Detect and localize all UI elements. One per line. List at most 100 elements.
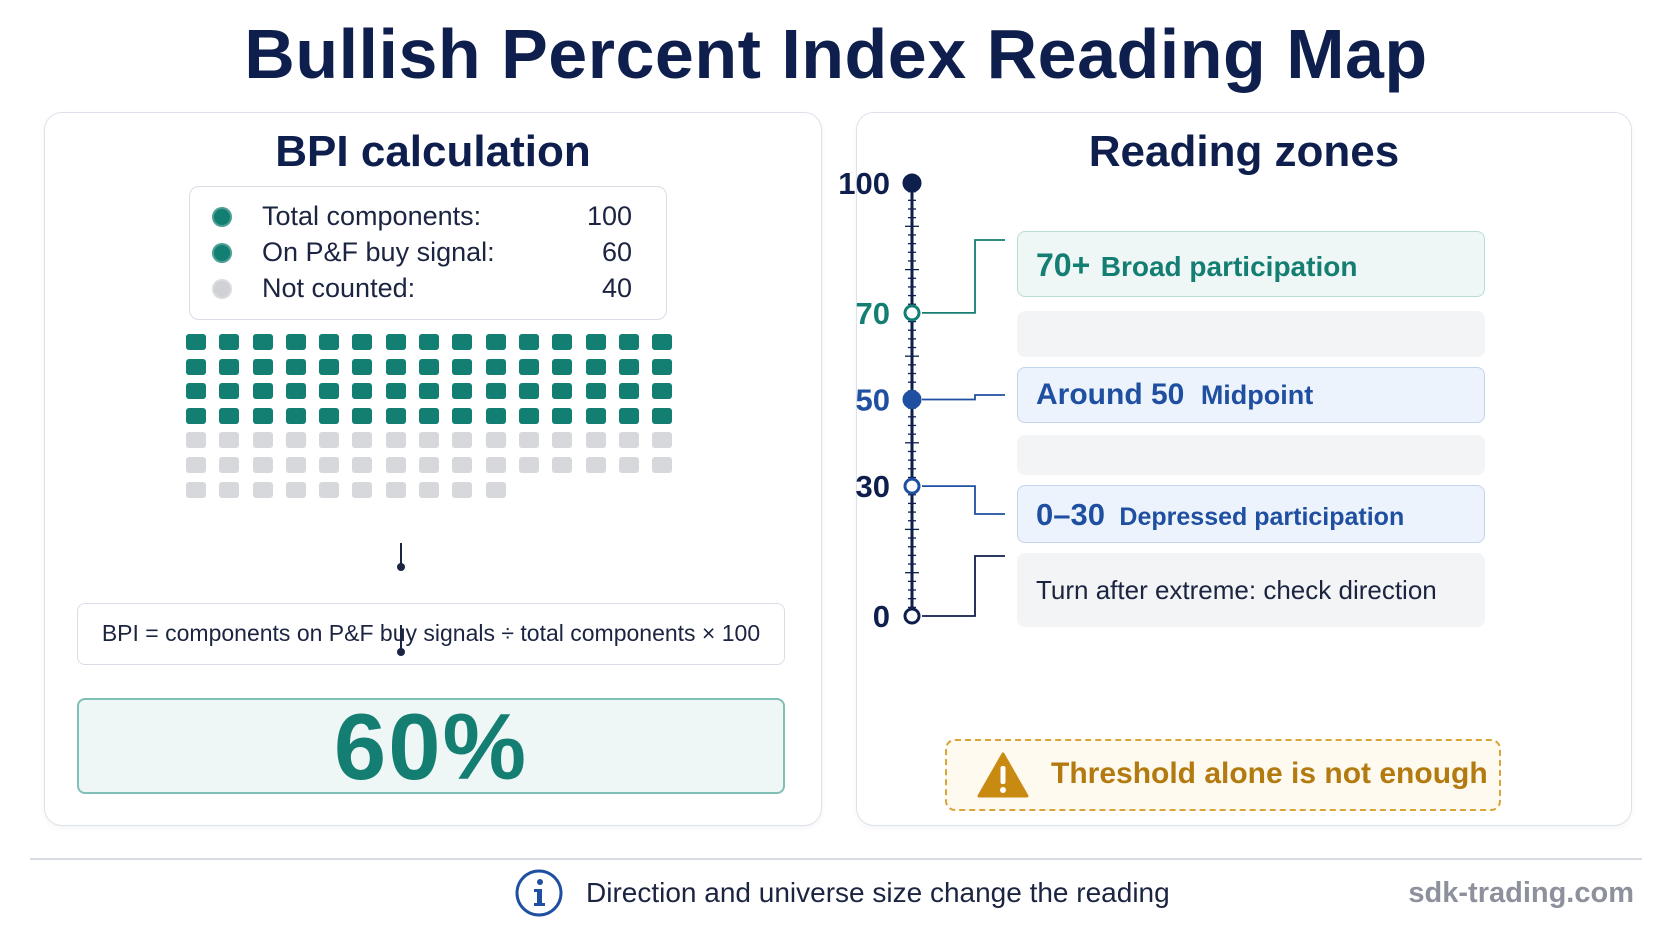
component-on-signal <box>385 358 406 375</box>
zone-number: 0–30 <box>1036 497 1105 532</box>
bpi-result: 60% <box>77 698 785 794</box>
component-on-signal <box>652 334 673 350</box>
component-not-counted <box>186 456 206 473</box>
stat-row-buy-signal: On P&F buy signal: 60 <box>190 233 666 269</box>
component-not-counted <box>219 481 240 498</box>
component-not-counted <box>518 432 539 449</box>
component-on-signal <box>452 383 473 400</box>
footer-divider <box>30 858 1642 860</box>
component-not-counted <box>585 456 606 473</box>
component-not-counted <box>285 432 306 449</box>
reading-zones-panel: Reading zones 100 70 50 30 0 70+ Broad parti… <box>838 112 1632 826</box>
zone-turn-after-extreme: Turn after extreme: check direction <box>1017 553 1485 627</box>
info-circle-icon <box>515 869 563 917</box>
component-not-counted <box>352 456 373 473</box>
component-not-counted <box>652 456 673 473</box>
warning-callout: Threshold alone is not enough <box>945 739 1501 811</box>
component-on-signal <box>419 334 440 350</box>
component-on-signal <box>352 407 373 424</box>
component-on-signal <box>618 358 639 375</box>
component-not-counted <box>618 456 639 473</box>
component-on-signal <box>518 407 539 424</box>
bpi-calculation-panel: BPI calculation Total components: 100 On… <box>44 112 822 826</box>
component-not-counted <box>585 432 606 449</box>
stat-label: Not counted: <box>262 273 416 303</box>
connector-line <box>400 543 402 567</box>
zone-label: Depressed participation <box>1119 503 1405 531</box>
component-not-counted <box>186 432 206 449</box>
component-on-signal <box>252 334 273 350</box>
component-on-signal <box>385 407 406 424</box>
component-not-counted <box>219 456 240 473</box>
connector-line <box>400 625 402 651</box>
component-on-signal <box>219 358 240 375</box>
component-on-signal <box>518 383 539 400</box>
component-not-counted <box>319 481 340 498</box>
component-on-signal <box>419 358 440 375</box>
component-on-signal <box>452 334 473 350</box>
component-grid <box>186 334 673 574</box>
scale-tick-label: 30 <box>856 469 890 504</box>
component-on-signal <box>319 358 340 375</box>
scale-marker <box>903 304 921 322</box>
component-on-signal <box>252 407 273 424</box>
component-on-signal <box>552 358 573 375</box>
component-not-counted <box>552 456 573 473</box>
component-on-signal <box>385 383 406 400</box>
component-on-signal <box>552 334 573 350</box>
zone-number: 70+ <box>1036 247 1091 283</box>
component-not-counted <box>385 456 406 473</box>
scale-marker <box>903 477 921 495</box>
component-not-counted <box>552 432 573 449</box>
zone-depressed-participation: 0–30 Depressed participation <box>1017 485 1485 543</box>
component-on-signal <box>485 358 506 375</box>
footer-note: Direction and universe size change the r… <box>586 877 1170 908</box>
zone-connector <box>922 394 1005 401</box>
component-on-signal <box>285 358 306 375</box>
formula-box: BPI = components on P&F buy signals ÷ to… <box>77 603 785 665</box>
component-on-signal <box>319 407 340 424</box>
component-on-signal <box>219 334 240 350</box>
scale-tick-label: 100 <box>838 166 890 201</box>
component-not-counted <box>285 456 306 473</box>
zone-connector <box>922 555 1005 617</box>
component-on-signal <box>285 407 306 424</box>
stat-row-not-counted: Not counted: 40 <box>190 269 666 305</box>
component-on-signal <box>219 407 240 424</box>
stat-value: 60 <box>601 237 632 267</box>
component-on-signal <box>219 383 240 400</box>
component-on-signal <box>652 407 673 424</box>
scale-tick-label: 50 <box>856 383 890 418</box>
component-on-signal <box>252 358 273 375</box>
zone-label: Midpoint <box>1200 380 1314 410</box>
component-on-signal <box>186 358 206 375</box>
connector-dot <box>397 563 405 571</box>
component-not-counted <box>485 456 506 473</box>
component-on-signal <box>452 358 473 375</box>
zone-number: Around 50 <box>1036 378 1185 411</box>
scale-tick-label: 0 <box>873 599 890 634</box>
component-not-counted <box>319 432 340 449</box>
component-on-signal <box>452 407 473 424</box>
zone-connector <box>922 239 1005 314</box>
teal-dot-icon <box>212 243 232 263</box>
component-on-signal <box>186 407 206 424</box>
component-on-signal <box>352 358 373 375</box>
component-on-signal <box>285 334 306 350</box>
zone-broad-participation: 70+ Broad participation <box>1017 231 1485 297</box>
component-on-signal <box>419 407 440 424</box>
component-on-signal <box>352 334 373 350</box>
stat-row-total: Total components: 100 <box>190 197 666 233</box>
component-on-signal <box>419 383 440 400</box>
stat-value: 40 <box>601 273 632 303</box>
component-not-counted <box>419 481 440 498</box>
zone-spacer <box>1017 435 1485 475</box>
component-stats-box: Total components: 100 On P&F buy signal:… <box>189 186 667 320</box>
component-not-counted <box>618 432 639 449</box>
scale-marker <box>902 173 922 193</box>
component-on-signal <box>485 383 506 400</box>
component-not-counted <box>219 432 240 449</box>
component-not-counted <box>652 432 673 449</box>
component-not-counted <box>485 481 506 498</box>
stat-value: 100 <box>586 201 632 231</box>
